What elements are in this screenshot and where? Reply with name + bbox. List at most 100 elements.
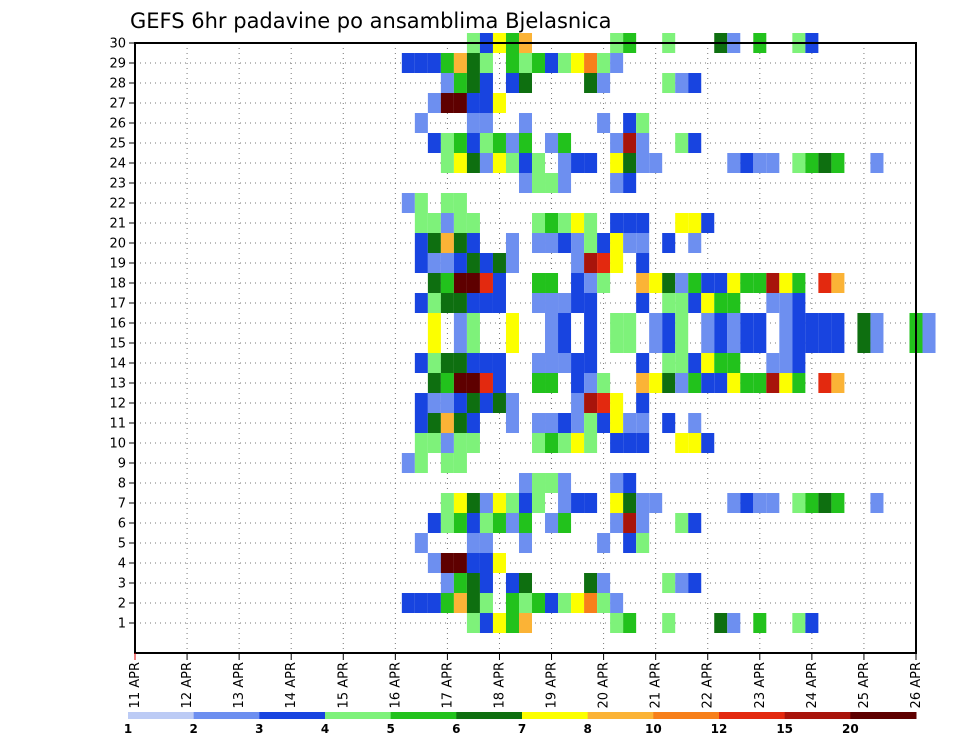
- precip-cell: [558, 493, 572, 513]
- precip-cell: [623, 473, 637, 493]
- precip-cell: [675, 73, 689, 93]
- precip-cell: [532, 493, 546, 513]
- precip-cell: [492, 373, 506, 393]
- precip-cell: [505, 573, 519, 593]
- precip-cell: [427, 253, 441, 273]
- precip-cell: [466, 73, 480, 93]
- precip-cell: [701, 273, 715, 293]
- precip-cell: [649, 273, 663, 293]
- precip-cell: [714, 373, 728, 393]
- precip-cell: [545, 133, 559, 153]
- precip-cell: [466, 93, 480, 113]
- precip-cell: [532, 593, 546, 613]
- precip-cell: [466, 313, 480, 333]
- precip-cell: [701, 293, 715, 313]
- precip-cell: [518, 573, 533, 593]
- x-tick-label: 21 APR: [649, 662, 664, 708]
- precip-cell: [479, 613, 493, 633]
- precip-cell: [479, 533, 493, 553]
- precip-cell: [466, 593, 480, 613]
- precip-cell: [466, 513, 480, 533]
- precip-cell: [571, 593, 585, 613]
- precip-cell: [623, 333, 637, 353]
- colorbar-swatch: [719, 712, 786, 719]
- precip-cell: [505, 493, 519, 513]
- precip-cell: [466, 53, 480, 73]
- precip-cell: [414, 113, 428, 133]
- precip-cell: [492, 353, 506, 373]
- precip-cell: [571, 273, 585, 293]
- precip-cell: [662, 233, 676, 253]
- precip-cell: [584, 313, 598, 333]
- x-tick-label: 25 APR: [857, 662, 872, 708]
- precip-cell: [584, 73, 598, 93]
- precip-cell: [610, 213, 624, 233]
- colorbar-swatch: [259, 712, 326, 719]
- precip-cell: [610, 413, 624, 433]
- precip-cell: [727, 333, 741, 353]
- colorbar-swatch: [850, 712, 917, 719]
- precip-cell: [545, 273, 559, 293]
- precip-cell: [466, 273, 480, 293]
- precip-cell: [662, 353, 676, 373]
- precip-cell: [584, 353, 598, 373]
- precip-cell: [453, 553, 467, 573]
- precip-cell: [505, 153, 519, 173]
- precip-cell: [545, 593, 559, 613]
- precip-cell: [792, 333, 806, 353]
- precip-cell: [740, 493, 754, 513]
- y-tick-label: 13: [109, 377, 126, 392]
- colorbar-label: 8: [583, 722, 591, 736]
- x-tick-label: 19 APR: [545, 662, 560, 708]
- precip-cell: [792, 293, 806, 313]
- y-tick-label: 15: [109, 337, 126, 352]
- precip-cell: [427, 133, 441, 153]
- precip-cell: [831, 493, 845, 513]
- precip-cell: [779, 293, 793, 313]
- precip-cell: [466, 433, 480, 453]
- precip-cell: [727, 313, 741, 333]
- precip-cell: [675, 333, 689, 353]
- precip-cell: [688, 213, 702, 233]
- precip-cell: [466, 573, 480, 593]
- precip-cell: [831, 333, 845, 353]
- x-tick-label: 17 APR: [440, 662, 455, 708]
- y-tick-label: 23: [109, 177, 126, 192]
- precip-cell: [558, 473, 572, 493]
- precip-cell: [453, 293, 467, 313]
- precip-cell: [610, 173, 624, 193]
- precip-cell: [870, 313, 884, 333]
- precip-cell: [440, 373, 454, 393]
- precip-cell: [662, 273, 676, 293]
- y-tick-label: 8: [118, 477, 126, 492]
- precip-cell: [492, 153, 506, 173]
- precip-cell: [427, 273, 441, 293]
- precip-cell: [623, 153, 637, 173]
- colorbar-label: 1: [124, 722, 132, 736]
- precip-cell: [518, 73, 533, 93]
- precip-cell: [701, 213, 715, 233]
- precip-cell: [545, 353, 559, 373]
- precip-cell: [857, 313, 871, 333]
- precip-cell: [922, 333, 936, 353]
- precip-cell: [649, 153, 663, 173]
- precip-cell: [818, 273, 832, 293]
- x-tick-label: 13 APR: [232, 662, 247, 708]
- precip-cell: [453, 233, 467, 253]
- precip-cell: [636, 353, 650, 373]
- colorbar-swatch: [390, 712, 457, 719]
- colorbar-label: 10: [645, 722, 662, 736]
- precip-cell: [597, 253, 611, 273]
- precip-cell: [636, 253, 650, 273]
- y-tick-label: 1: [118, 617, 126, 632]
- precip-cell: [505, 513, 519, 533]
- x-tick-label: 12 APR: [180, 662, 195, 708]
- precip-cell: [532, 173, 546, 193]
- precip-cell: [597, 373, 611, 393]
- precip-cell: [753, 373, 767, 393]
- precip-cell: [414, 393, 428, 413]
- colorbar-swatch: [128, 712, 195, 719]
- precip-cell: [727, 153, 741, 173]
- colorbar-label: 15: [776, 722, 793, 736]
- precip-cell: [740, 313, 754, 333]
